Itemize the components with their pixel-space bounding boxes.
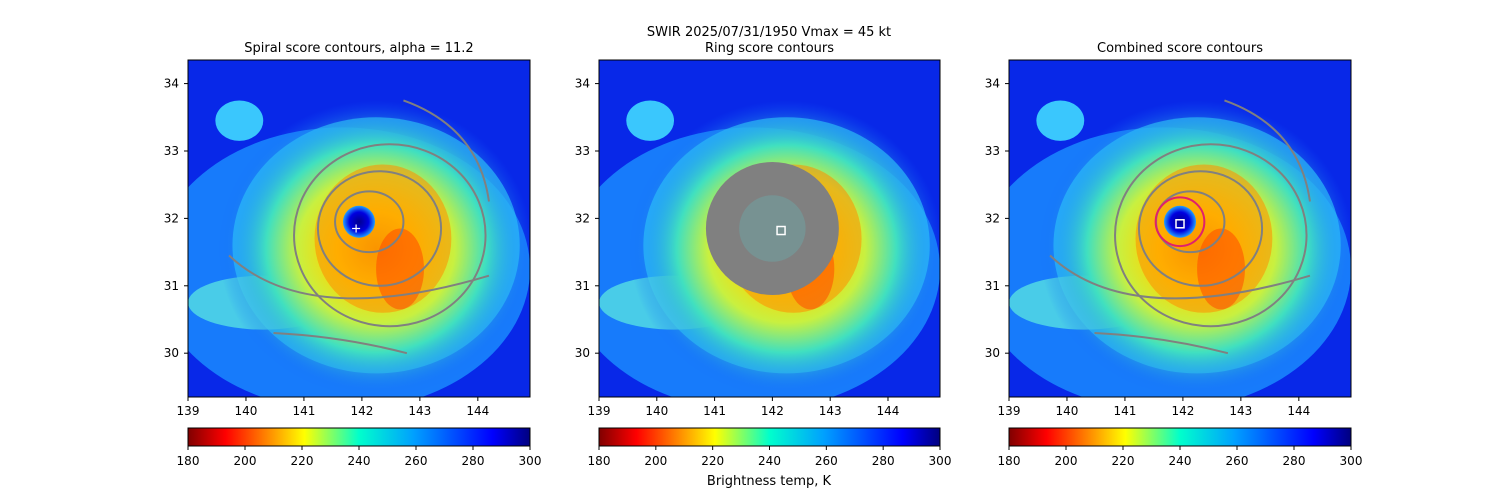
x-tick-label: 141 xyxy=(1113,404,1136,418)
colorbar-tick-label: 240 xyxy=(1169,454,1192,468)
colorbar-tick-label: 240 xyxy=(758,454,781,468)
colorbar-tick-label: 180 xyxy=(998,454,1021,468)
colorbar-tick-label: 200 xyxy=(644,454,667,468)
colorbar-tick-label: 280 xyxy=(872,454,895,468)
contour-line xyxy=(1137,170,1264,287)
colorbar-tick-label: 180 xyxy=(588,454,611,468)
colorbar xyxy=(1008,427,1352,447)
center-marker-square xyxy=(1175,219,1185,229)
y-tick-label: 32 xyxy=(985,211,1000,225)
x-tick-label: 144 xyxy=(466,404,489,418)
contour-line xyxy=(1049,254,1311,300)
y-tick-label: 33 xyxy=(575,144,590,158)
y-tick-label: 31 xyxy=(575,279,590,293)
panel-title: Ring score contours xyxy=(705,41,834,56)
colorbar-tick-label: 260 xyxy=(815,454,838,468)
heatmap-image xyxy=(1009,60,1351,397)
x-tick-label: 141 xyxy=(292,404,315,418)
storm-eye xyxy=(343,205,375,238)
y-tick-label: 30 xyxy=(985,346,1000,360)
x-tick-label: 139 xyxy=(177,404,200,418)
x-tick-label: 139 xyxy=(998,404,1021,418)
center-marker-plus xyxy=(352,224,361,233)
ring-circle xyxy=(1154,196,1206,248)
contour-line xyxy=(334,190,405,254)
contour-line xyxy=(293,143,487,328)
x-tick-label: 144 xyxy=(877,404,900,418)
contour-line xyxy=(1224,99,1311,202)
colorbar-tick-label: 280 xyxy=(1283,454,1306,468)
x-tick-label: 140 xyxy=(1056,404,1079,418)
colorbar-tick-label: 200 xyxy=(234,454,257,468)
score-contours xyxy=(228,99,490,355)
colorbar-tick-label: 300 xyxy=(929,454,952,468)
heatmap-image xyxy=(599,60,940,397)
y-tick-label: 31 xyxy=(164,279,179,293)
colorbar-tick-label: 280 xyxy=(462,454,485,468)
x-tick-label: 142 xyxy=(1171,404,1194,418)
panel-1: Spiral score contours, alpha = 11.2 139 14… xyxy=(164,41,542,468)
colorbar-tick-label: 300 xyxy=(1340,454,1363,468)
contour-line xyxy=(403,99,490,202)
colorbar-tick-label: 180 xyxy=(177,454,200,468)
x-tick-label: 143 xyxy=(408,404,431,418)
colorbar xyxy=(598,427,941,447)
y-tick-label: 34 xyxy=(985,77,1000,91)
x-tick-label: 143 xyxy=(1229,404,1252,418)
panel-3: Combined score contours 139 140 141 142 143 14… xyxy=(985,41,1363,468)
panel-title: Combined score contours xyxy=(1097,41,1263,56)
colorbar-tick-label: 220 xyxy=(1112,454,1135,468)
y-tick-label: 30 xyxy=(575,346,590,360)
colorbar-tick-label: 260 xyxy=(405,454,428,468)
x-tick-label: 140 xyxy=(235,404,258,418)
y-tick-label: 32 xyxy=(164,211,179,225)
colorbar-tick-label: 300 xyxy=(519,454,542,468)
y-tick-label: 30 xyxy=(164,346,179,360)
y-tick-label: 33 xyxy=(985,144,1000,158)
y-tick-label: 34 xyxy=(164,77,179,91)
contour-line xyxy=(1114,143,1308,328)
colorbar-tick-label: 220 xyxy=(291,454,314,468)
axes-frame xyxy=(598,59,941,398)
y-tick-label: 34 xyxy=(575,77,590,91)
colorbar-tick-label: 200 xyxy=(1055,454,1078,468)
x-tick-label: 139 xyxy=(588,404,611,418)
axes-frame xyxy=(1008,59,1352,398)
x-tick-label: 144 xyxy=(1287,404,1310,418)
x-tick-label: 143 xyxy=(819,404,842,418)
colorbar xyxy=(187,427,531,447)
y-tick-label: 32 xyxy=(575,211,590,225)
contour-line xyxy=(228,254,490,300)
axes-frame xyxy=(187,59,531,398)
colorbar-tick-label: 240 xyxy=(348,454,371,468)
colorbar-label: Brightness temp, K xyxy=(707,474,832,489)
x-tick-label: 142 xyxy=(350,404,373,418)
colorbar-tick-label: 260 xyxy=(1226,454,1249,468)
panel-2: Ring score contours 139 140 141 142 143 144 34 3… xyxy=(575,41,952,468)
y-tick-label: 31 xyxy=(985,279,1000,293)
heatmap-image xyxy=(188,60,530,397)
contour-line xyxy=(1094,331,1229,355)
figure-suptitle: SWIR 2025/07/31/1950 Vmax = 45 kt xyxy=(647,25,891,40)
x-tick-label: 142 xyxy=(761,404,784,418)
score-contours xyxy=(1049,99,1311,355)
x-tick-label: 140 xyxy=(645,404,668,418)
colorbar-tick-label: 220 xyxy=(701,454,724,468)
panel-title: Spiral score contours, alpha = 11.2 xyxy=(244,41,473,56)
contour-line xyxy=(316,170,443,287)
x-tick-label: 141 xyxy=(703,404,726,418)
storm-eye xyxy=(1164,205,1196,238)
y-tick-label: 33 xyxy=(164,144,179,158)
contour-line xyxy=(273,331,408,355)
center-marker-square xyxy=(776,225,786,236)
